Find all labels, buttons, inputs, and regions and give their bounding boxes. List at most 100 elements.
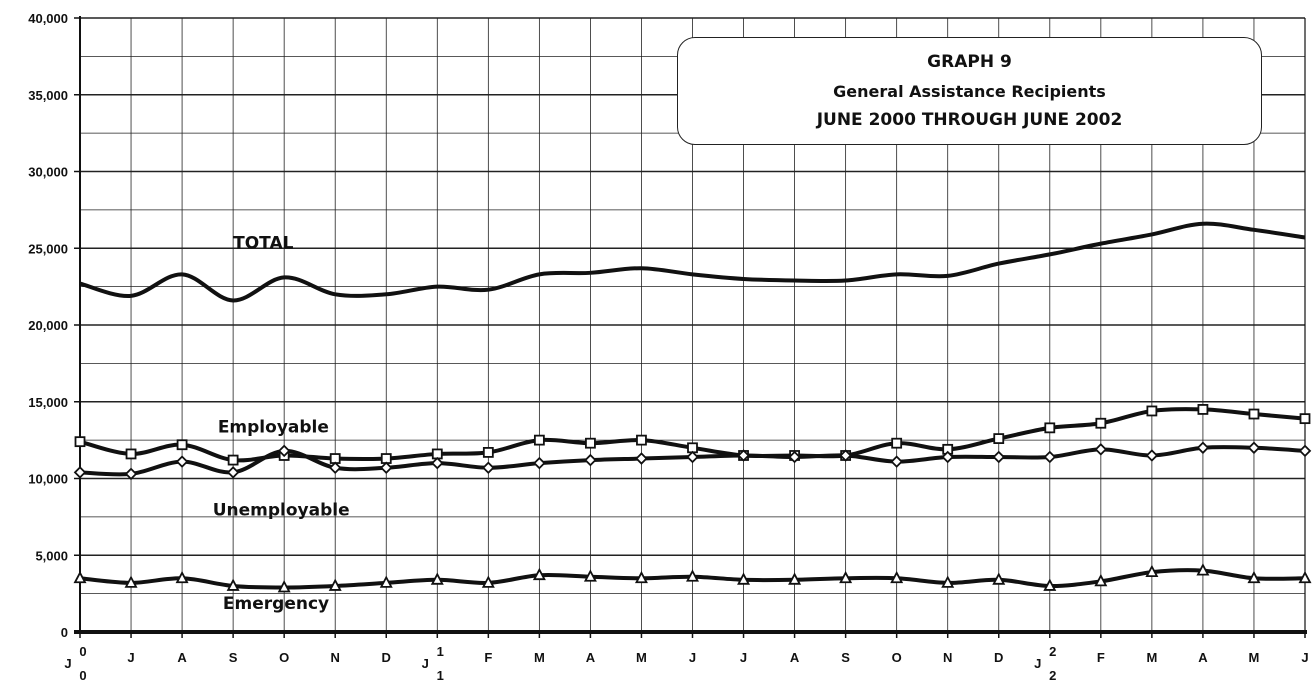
x-tick-label: F <box>484 650 492 665</box>
data-point-unemployable <box>124 467 138 481</box>
data-point-emergency <box>328 578 342 591</box>
x-tick-label: S <box>229 650 238 665</box>
data-point-unemployable <box>584 453 597 467</box>
x-tick-year-label: 0 <box>79 668 86 683</box>
data-point-employable <box>585 437 596 449</box>
data-point-employable <box>1095 417 1107 429</box>
data-point-unemployable <box>1298 444 1312 458</box>
data-point-unemployable <box>839 449 852 462</box>
x-tick-label: N <box>331 650 340 665</box>
data-point-emergency <box>226 578 240 591</box>
x-tick-label: O <box>892 650 902 665</box>
data-point-employable <box>74 436 86 448</box>
data-point-unemployable <box>686 450 699 464</box>
data-point-unemployable <box>737 449 750 462</box>
data-point-emergency <box>175 570 189 584</box>
data-point-emergency <box>124 575 138 588</box>
x-tick-label: M <box>534 650 545 665</box>
data-point-unemployable <box>635 452 648 465</box>
data-point-employable <box>1197 404 1209 415</box>
y-tick-label: 5,000 <box>35 548 68 563</box>
y-axis-ticks: 0 5,000 10,000 15,000 20,000 25,000 30,000 35,0… <box>28 11 80 640</box>
data-point-emergency <box>430 572 444 585</box>
data-point-unemployable <box>941 450 954 464</box>
x-tick-year-label: 0 <box>79 644 86 659</box>
data-point-emergency <box>277 580 291 593</box>
data-point-emergency <box>1145 564 1159 578</box>
x-tick-label: D <box>994 650 1003 665</box>
data-point-emergency <box>890 570 904 584</box>
data-point-emergency <box>839 570 853 584</box>
data-point-employable <box>176 439 188 451</box>
chart-title-box: GRAPH 9 General Assistance Recipients JU… <box>677 37 1262 145</box>
data-point-unemployable <box>1094 443 1108 456</box>
x-tick-label: J <box>422 656 429 671</box>
data-point-employable <box>227 454 239 466</box>
x-tick-label: A <box>1198 650 1208 665</box>
x-tick-year-label: 1 <box>437 668 444 683</box>
data-point-emergency <box>1247 570 1261 584</box>
data-point-emergency <box>481 575 495 588</box>
data-point-emergency <box>1043 578 1057 591</box>
x-tick-label: N <box>943 650 952 665</box>
data-point-employable <box>636 434 647 446</box>
data-point-unemployable <box>1196 441 1210 455</box>
data-point-employable <box>1146 405 1158 417</box>
x-tick-label: J <box>689 650 696 665</box>
data-point-unemployable <box>1247 441 1261 455</box>
data-point-emergency <box>1298 570 1312 584</box>
x-tick-label: M <box>1146 650 1157 665</box>
y-tick-label: 10,000 <box>28 472 68 487</box>
y-tick-label: 25,000 <box>28 241 68 256</box>
data-point-unemployable <box>992 450 1006 464</box>
data-point-emergency <box>583 569 597 582</box>
chart-series <box>73 221 1312 593</box>
data-point-unemployable <box>890 455 903 468</box>
chart-date-range: JUNE 2000 THROUGH JUNE 2002 <box>816 109 1123 130</box>
data-point-emergency <box>1094 573 1108 587</box>
data-point-unemployable <box>379 461 393 475</box>
chart-title: GRAPH 9 <box>927 51 1012 72</box>
data-point-emergency <box>73 570 87 584</box>
data-point-emergency <box>941 575 955 588</box>
data-point-emergency <box>992 572 1006 585</box>
series-label-total: TOTAL <box>233 233 293 253</box>
y-tick-label: 20,000 <box>28 318 68 333</box>
series-label-unemployable: Unemployable <box>213 500 350 520</box>
x-tick-label: J <box>64 656 71 671</box>
data-point-employable <box>482 447 494 458</box>
data-point-unemployable <box>1145 449 1159 462</box>
data-point-employable <box>125 448 137 460</box>
x-tick-year-label: 2 <box>1049 644 1056 659</box>
data-point-employable <box>1299 413 1311 425</box>
x-tick-label: S <box>841 650 850 665</box>
data-point-employable <box>1044 422 1056 434</box>
x-tick-label: A <box>586 650 596 665</box>
data-point-unemployable <box>533 456 546 470</box>
x-tick-label: F <box>1097 650 1105 665</box>
series-label-employable: Employable <box>218 417 329 437</box>
y-tick-label: 15,000 <box>28 395 68 410</box>
data-point-emergency <box>1196 563 1210 576</box>
x-tick-year-label: 2 <box>1049 668 1056 683</box>
x-tick-label: M <box>636 650 647 665</box>
data-point-emergency <box>737 572 751 585</box>
y-tick-label: 35,000 <box>28 88 68 103</box>
series-label-emergency: Emergency <box>223 594 329 614</box>
data-point-unemployable <box>431 456 444 470</box>
data-point-unemployable <box>277 444 291 458</box>
x-tick-label: J <box>740 650 747 665</box>
data-point-employable <box>1248 408 1260 420</box>
x-tick-label: J <box>1034 656 1041 671</box>
data-point-unemployable <box>73 466 87 479</box>
data-point-employable <box>533 434 545 446</box>
y-tick-label: 30,000 <box>28 165 68 180</box>
data-point-emergency <box>788 572 802 585</box>
data-point-unemployable <box>226 466 240 479</box>
data-point-unemployable <box>788 450 801 464</box>
data-point-emergency <box>532 567 546 581</box>
data-point-unemployable <box>482 461 495 475</box>
x-tick-label: D <box>382 650 391 665</box>
x-tick-label: J <box>127 650 134 665</box>
